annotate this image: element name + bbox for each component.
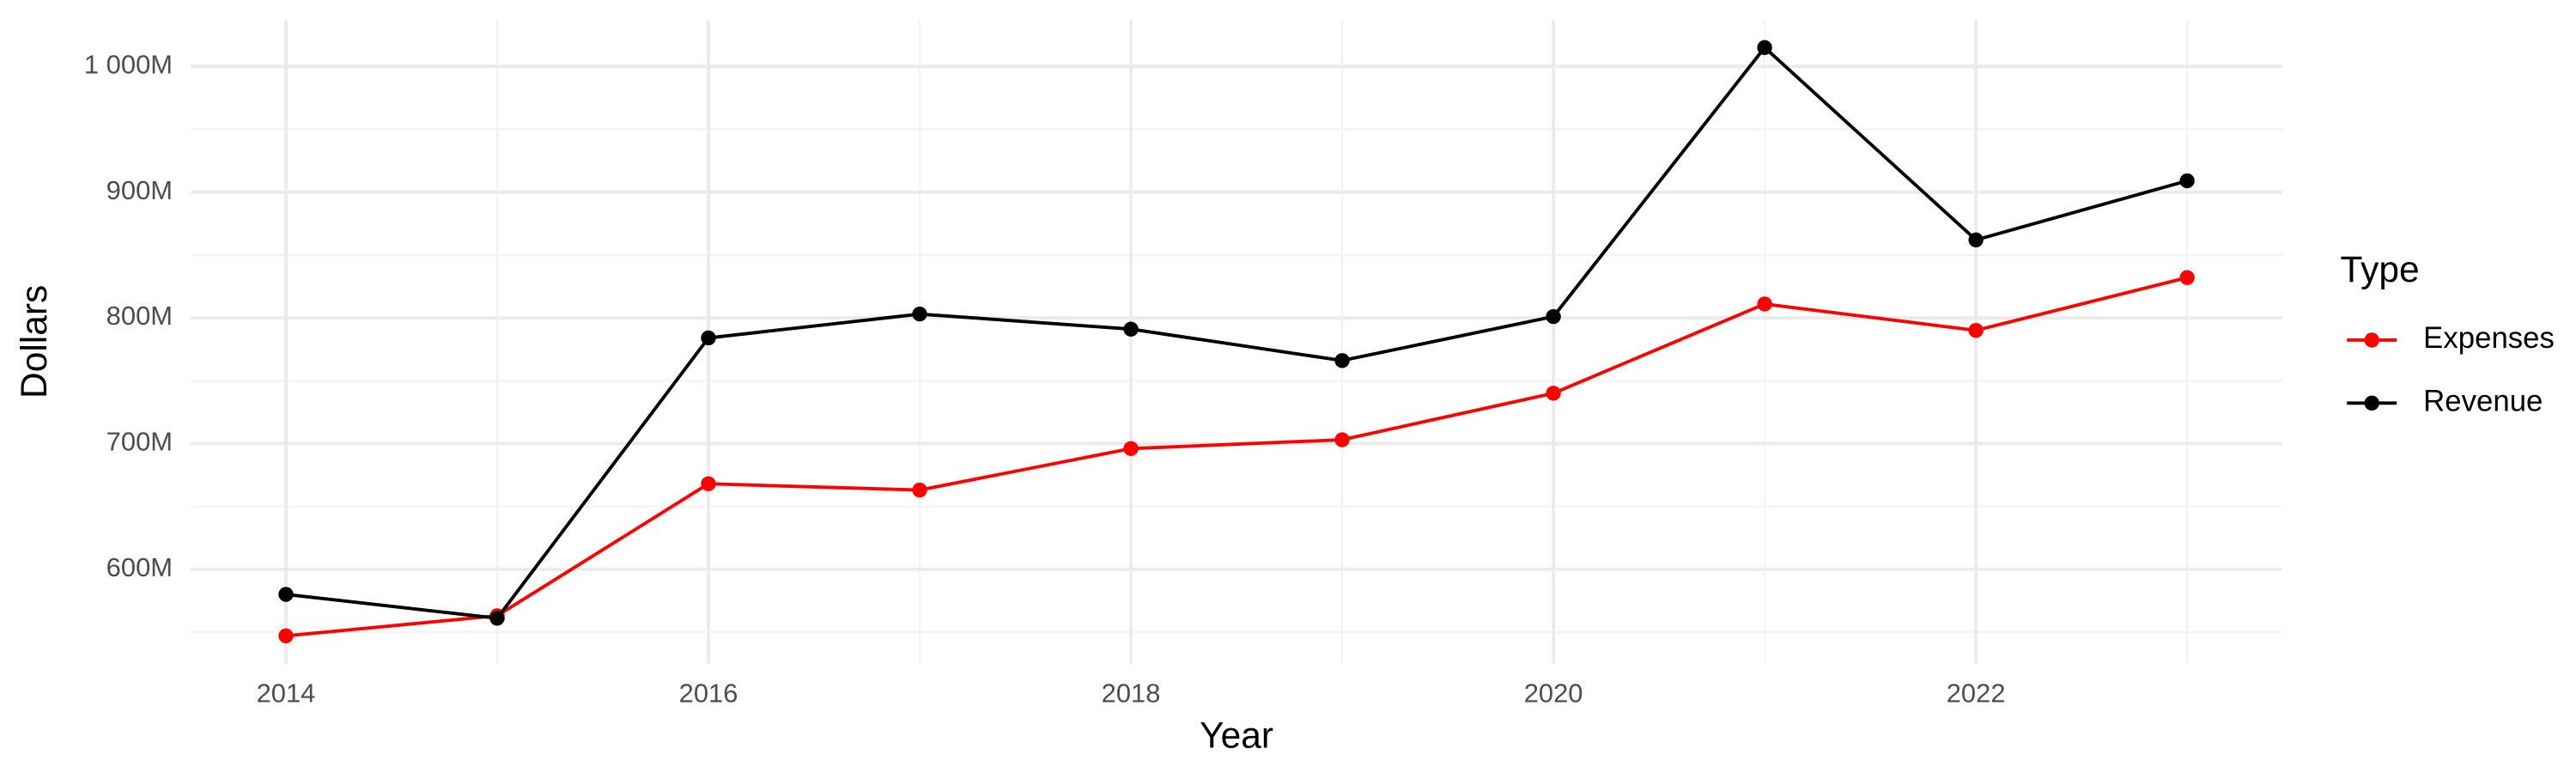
data-point bbox=[489, 611, 505, 626]
y-tick-label: 700M bbox=[106, 427, 173, 457]
data-point bbox=[1968, 322, 1984, 338]
series-line bbox=[285, 276, 2188, 638]
x-tick-label: 2014 bbox=[257, 678, 316, 708]
y-axis-title: Dollars bbox=[15, 285, 55, 399]
y-tick-label: 1 000M bbox=[84, 50, 173, 80]
x-tick-label: 2022 bbox=[1947, 678, 2006, 708]
data-point bbox=[701, 476, 716, 491]
x-tick-label: 2016 bbox=[679, 678, 738, 708]
y-tick-label: 600M bbox=[106, 552, 173, 582]
data-point bbox=[278, 587, 294, 602]
y-tick-label: 800M bbox=[106, 301, 173, 331]
legend-label: Expenses bbox=[2423, 322, 2555, 355]
data-point bbox=[1334, 353, 1350, 368]
x-axis-title: Year bbox=[1200, 716, 1273, 757]
data-point bbox=[701, 330, 716, 346]
data-point bbox=[1334, 432, 1350, 447]
data-point bbox=[1546, 308, 1561, 325]
legend-label: Revenue bbox=[2423, 386, 2543, 418]
data-point bbox=[278, 628, 294, 644]
x-tick-label: 2020 bbox=[1524, 678, 1583, 708]
data-point bbox=[2179, 173, 2195, 189]
data-point bbox=[1968, 232, 1984, 247]
x-tick-label: 2018 bbox=[1102, 678, 1161, 708]
series-line bbox=[285, 45, 2188, 620]
y-tick-label: 900M bbox=[106, 175, 173, 205]
data-point bbox=[1123, 441, 1139, 456]
legend-title: Type bbox=[2341, 250, 2420, 290]
data-point bbox=[912, 482, 927, 498]
data-point bbox=[1546, 386, 1561, 401]
data-point bbox=[1757, 40, 1772, 56]
data-point bbox=[1123, 321, 1139, 337]
data-point bbox=[2179, 270, 2195, 285]
data-point bbox=[1757, 296, 1772, 312]
legend-key-point bbox=[2364, 395, 2379, 411]
legend-key-point bbox=[2364, 332, 2379, 348]
data-point bbox=[912, 306, 927, 322]
